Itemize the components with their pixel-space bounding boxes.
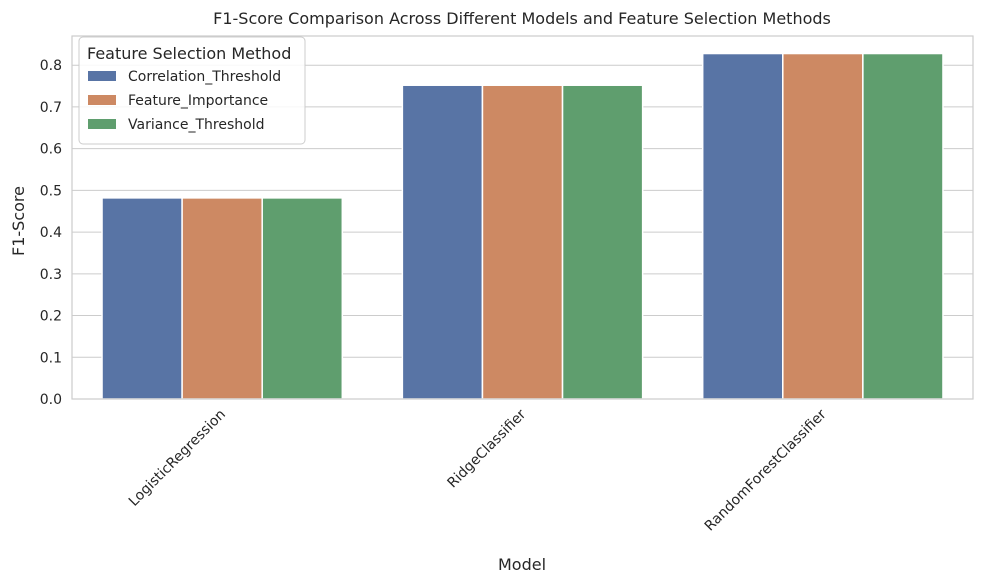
bar-correlation-threshold — [401, 84, 484, 400]
plot-border — [71, 35, 974, 400]
y-axis-label: F1-Score — [9, 186, 28, 256]
y-tick-label: 0.6 — [40, 142, 62, 158]
bar-correlation-threshold — [101, 197, 183, 400]
x-tick-label: RandomForestClassifier — [702, 406, 830, 534]
legend-swatch — [88, 119, 116, 129]
y-axis-ticks: 0.0 0.1 0.2 0.3 0.4 0.5 0.6 0.7 0.8 — [40, 58, 62, 408]
legend-swatch — [88, 71, 116, 81]
bar-feature-importance — [782, 52, 864, 400]
x-tick-label: LogisticRegression — [126, 407, 229, 510]
bars — [101, 52, 944, 400]
bar-variance-threshold — [862, 52, 944, 400]
legend-items: Correlation_Threshold Feature_Importance V… — [88, 69, 281, 133]
y-tick-label: 0.3 — [40, 267, 62, 283]
x-axis-ticks: LogisticRegression RidgeClassifier RandomF… — [126, 406, 830, 534]
y-tick-label: 0.7 — [40, 100, 62, 116]
bar-feature-importance — [181, 197, 263, 400]
bar-variance-threshold — [561, 84, 644, 400]
legend-label: Variance_Threshold — [128, 117, 264, 133]
legend-label: Correlation_Threshold — [128, 69, 281, 85]
legend-label: Feature_Importance — [128, 93, 268, 109]
plot-frame — [71, 35, 974, 400]
legend: Feature Selection Method Correlation_Thr… — [78, 36, 306, 145]
bar-correlation-threshold — [701, 52, 784, 400]
y-tick-label: 0.8 — [40, 58, 62, 74]
y-tick-label: 0.1 — [40, 350, 62, 366]
x-tick-label: RidgeClassifier — [445, 406, 530, 491]
legend-swatch — [88, 95, 116, 105]
y-tick-label: 0.0 — [40, 392, 62, 408]
legend-box — [78, 36, 306, 145]
x-axis-label: Model — [498, 555, 546, 574]
bar-variance-threshold — [261, 197, 344, 400]
bar-feature-importance — [481, 84, 564, 400]
legend-title: Feature Selection Method — [87, 44, 291, 63]
chart-title: F1-Score Comparison Across Different Mod… — [213, 9, 831, 28]
y-tick-label: 0.2 — [40, 309, 62, 325]
y-tick-label: 0.5 — [40, 183, 62, 199]
y-tick-label: 0.4 — [40, 225, 62, 241]
